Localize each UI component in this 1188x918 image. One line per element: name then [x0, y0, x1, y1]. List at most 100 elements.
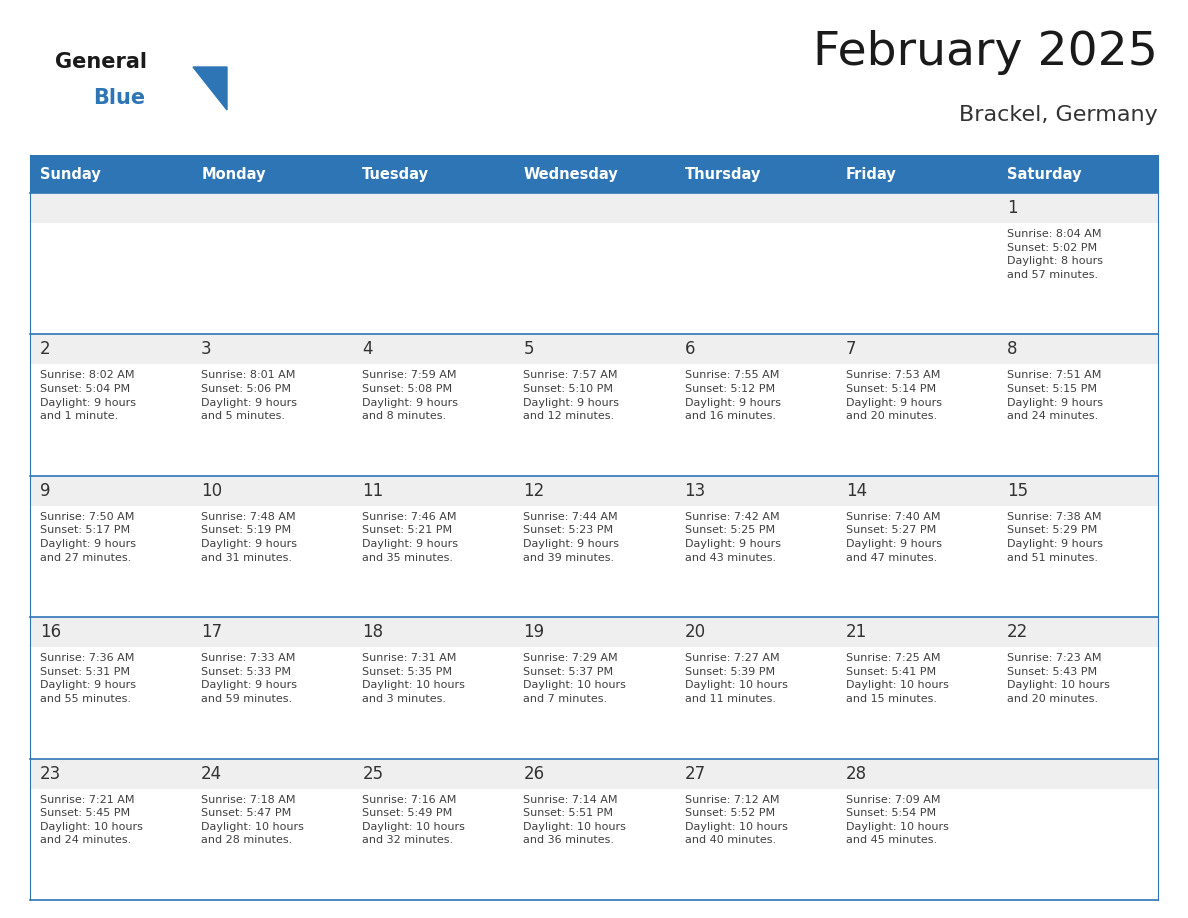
Bar — [30, 758, 191, 789]
Text: 24: 24 — [201, 765, 222, 783]
Bar — [513, 789, 675, 900]
Bar — [30, 364, 191, 476]
Bar — [513, 758, 675, 789]
Bar — [675, 758, 835, 789]
Bar — [675, 476, 835, 506]
Bar — [191, 193, 353, 223]
Bar — [30, 193, 191, 223]
Bar — [191, 506, 353, 617]
Text: Sunrise: 7:16 AM
Sunset: 5:49 PM
Daylight: 10 hours
and 32 minutes.: Sunrise: 7:16 AM Sunset: 5:49 PM Dayligh… — [362, 795, 466, 845]
Bar — [835, 223, 997, 334]
Text: 7: 7 — [846, 341, 857, 358]
Bar — [835, 193, 997, 223]
Text: 26: 26 — [524, 765, 544, 783]
Text: Sunrise: 7:40 AM
Sunset: 5:27 PM
Daylight: 9 hours
and 47 minutes.: Sunrise: 7:40 AM Sunset: 5:27 PM Dayligh… — [846, 512, 942, 563]
Text: Sunrise: 7:23 AM
Sunset: 5:43 PM
Daylight: 10 hours
and 20 minutes.: Sunrise: 7:23 AM Sunset: 5:43 PM Dayligh… — [1007, 654, 1110, 704]
Bar — [353, 364, 513, 476]
Text: Sunrise: 7:55 AM
Sunset: 5:12 PM
Daylight: 9 hours
and 16 minutes.: Sunrise: 7:55 AM Sunset: 5:12 PM Dayligh… — [684, 370, 781, 421]
Text: Sunrise: 7:09 AM
Sunset: 5:54 PM
Daylight: 10 hours
and 45 minutes.: Sunrise: 7:09 AM Sunset: 5:54 PM Dayligh… — [846, 795, 948, 845]
Bar — [835, 334, 997, 364]
Bar — [835, 364, 997, 476]
Bar — [30, 789, 191, 900]
Text: 4: 4 — [362, 341, 373, 358]
Bar — [513, 647, 675, 758]
Bar — [513, 506, 675, 617]
Text: 10: 10 — [201, 482, 222, 499]
Bar — [997, 506, 1158, 617]
Bar — [513, 476, 675, 506]
Bar — [191, 364, 353, 476]
Text: 20: 20 — [684, 623, 706, 641]
Bar — [675, 364, 835, 476]
Text: 11: 11 — [362, 482, 384, 499]
Bar — [30, 223, 191, 334]
Bar — [997, 476, 1158, 506]
Bar — [513, 617, 675, 647]
Bar — [30, 334, 191, 364]
Text: Sunrise: 7:25 AM
Sunset: 5:41 PM
Daylight: 10 hours
and 15 minutes.: Sunrise: 7:25 AM Sunset: 5:41 PM Dayligh… — [846, 654, 948, 704]
Bar — [513, 155, 675, 193]
Bar — [353, 647, 513, 758]
Text: Sunrise: 7:42 AM
Sunset: 5:25 PM
Daylight: 9 hours
and 43 minutes.: Sunrise: 7:42 AM Sunset: 5:25 PM Dayligh… — [684, 512, 781, 563]
Text: Monday: Monday — [201, 166, 266, 182]
Bar — [835, 506, 997, 617]
Text: 6: 6 — [684, 341, 695, 358]
Bar — [675, 155, 835, 193]
Bar — [835, 647, 997, 758]
Bar — [513, 193, 675, 223]
Text: Sunrise: 8:01 AM
Sunset: 5:06 PM
Daylight: 9 hours
and 5 minutes.: Sunrise: 8:01 AM Sunset: 5:06 PM Dayligh… — [201, 370, 297, 421]
Text: Sunrise: 7:57 AM
Sunset: 5:10 PM
Daylight: 9 hours
and 12 minutes.: Sunrise: 7:57 AM Sunset: 5:10 PM Dayligh… — [524, 370, 619, 421]
Bar — [353, 789, 513, 900]
Text: 1: 1 — [1007, 199, 1017, 217]
Text: 5: 5 — [524, 341, 533, 358]
Bar — [997, 789, 1158, 900]
Text: 16: 16 — [40, 623, 61, 641]
Text: 21: 21 — [846, 623, 867, 641]
Bar — [997, 334, 1158, 364]
Bar — [353, 334, 513, 364]
Bar — [191, 223, 353, 334]
Bar — [353, 155, 513, 193]
Text: 3: 3 — [201, 341, 211, 358]
Text: 14: 14 — [846, 482, 867, 499]
Bar — [835, 617, 997, 647]
Bar — [997, 364, 1158, 476]
Bar — [30, 617, 191, 647]
Text: Wednesday: Wednesday — [524, 166, 618, 182]
Bar — [997, 223, 1158, 334]
Text: 9: 9 — [40, 482, 51, 499]
Bar — [353, 193, 513, 223]
Bar — [835, 476, 997, 506]
Text: 19: 19 — [524, 623, 544, 641]
Bar — [513, 334, 675, 364]
Text: Brackel, Germany: Brackel, Germany — [959, 105, 1158, 125]
Bar — [353, 476, 513, 506]
Text: Sunrise: 7:27 AM
Sunset: 5:39 PM
Daylight: 10 hours
and 11 minutes.: Sunrise: 7:27 AM Sunset: 5:39 PM Dayligh… — [684, 654, 788, 704]
Bar — [835, 789, 997, 900]
Bar — [675, 789, 835, 900]
Bar — [353, 617, 513, 647]
Bar — [513, 223, 675, 334]
Text: Sunrise: 7:46 AM
Sunset: 5:21 PM
Daylight: 9 hours
and 35 minutes.: Sunrise: 7:46 AM Sunset: 5:21 PM Dayligh… — [362, 512, 459, 563]
Bar — [30, 506, 191, 617]
Text: Sunrise: 7:50 AM
Sunset: 5:17 PM
Daylight: 9 hours
and 27 minutes.: Sunrise: 7:50 AM Sunset: 5:17 PM Dayligh… — [40, 512, 135, 563]
Text: Tuesday: Tuesday — [362, 166, 429, 182]
Text: February 2025: February 2025 — [813, 30, 1158, 75]
Text: Sunrise: 7:21 AM
Sunset: 5:45 PM
Daylight: 10 hours
and 24 minutes.: Sunrise: 7:21 AM Sunset: 5:45 PM Dayligh… — [40, 795, 143, 845]
Bar — [191, 617, 353, 647]
Bar — [997, 647, 1158, 758]
Bar — [675, 193, 835, 223]
Bar — [191, 647, 353, 758]
Text: Sunrise: 7:51 AM
Sunset: 5:15 PM
Daylight: 9 hours
and 24 minutes.: Sunrise: 7:51 AM Sunset: 5:15 PM Dayligh… — [1007, 370, 1102, 421]
Text: Friday: Friday — [846, 166, 897, 182]
Bar — [675, 506, 835, 617]
Text: Sunrise: 7:38 AM
Sunset: 5:29 PM
Daylight: 9 hours
and 51 minutes.: Sunrise: 7:38 AM Sunset: 5:29 PM Dayligh… — [1007, 512, 1102, 563]
Text: 28: 28 — [846, 765, 867, 783]
Bar — [353, 223, 513, 334]
Text: Thursday: Thursday — [684, 166, 762, 182]
Text: 15: 15 — [1007, 482, 1028, 499]
Bar — [997, 617, 1158, 647]
Text: Saturday: Saturday — [1007, 166, 1081, 182]
Bar — [191, 758, 353, 789]
Bar — [675, 223, 835, 334]
